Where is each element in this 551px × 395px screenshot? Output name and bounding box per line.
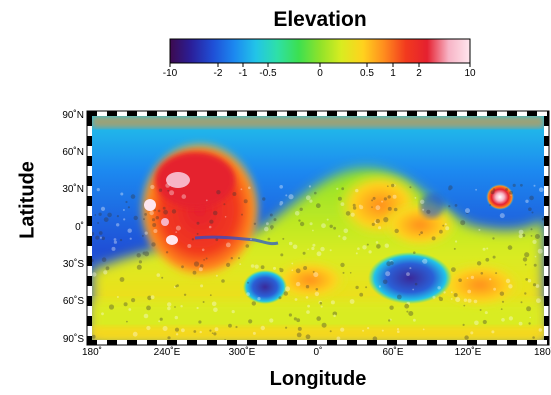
colorbar-tick-label: 10 xyxy=(464,68,476,79)
map-frame-right xyxy=(544,116,549,340)
longitude-label: 240˚E xyxy=(153,347,181,358)
colorbar-tick-label: 1 xyxy=(390,68,396,79)
y-axis-title: Latitude xyxy=(16,161,39,239)
colorbar-tick-label: 0.5 xyxy=(360,68,374,79)
colorbar-tick-label: -0.5 xyxy=(259,68,277,79)
latitude-label: 0˚ xyxy=(75,222,84,233)
latitude-label: 60˚S xyxy=(62,296,84,307)
x-axis-title: Longitude xyxy=(269,368,367,390)
colorbar-tick-label: 2 xyxy=(416,68,422,79)
longitude-label: 180˚ xyxy=(81,347,103,358)
latitude-label: 30˚S xyxy=(62,259,84,270)
latitude-label: 60˚N xyxy=(62,147,84,158)
colorbar-tick-label: -10 xyxy=(162,68,178,79)
longitude-label: 120˚E xyxy=(454,347,482,358)
colorbar-tick-label: 0 xyxy=(317,68,323,79)
longitude-label: 60˚E xyxy=(382,347,404,358)
longitude-label: 180˚ xyxy=(533,347,551,358)
longitude-label: 300˚E xyxy=(228,347,256,358)
map-frame-bottom xyxy=(87,340,549,345)
latitude-label: 90˚S xyxy=(62,334,84,345)
latitude-label: 30˚N xyxy=(62,184,84,195)
colorbar-tick-label: -2 xyxy=(213,68,223,79)
elevation-colorbar xyxy=(169,38,471,67)
colorbar-tick-label: -1 xyxy=(238,68,248,79)
colorbar-title: Elevation xyxy=(273,8,367,31)
latitude-label: 90˚N xyxy=(62,110,84,121)
map-frame-left xyxy=(87,116,92,340)
longitude-label: 0˚ xyxy=(313,347,323,358)
map-frame-top xyxy=(87,111,549,116)
